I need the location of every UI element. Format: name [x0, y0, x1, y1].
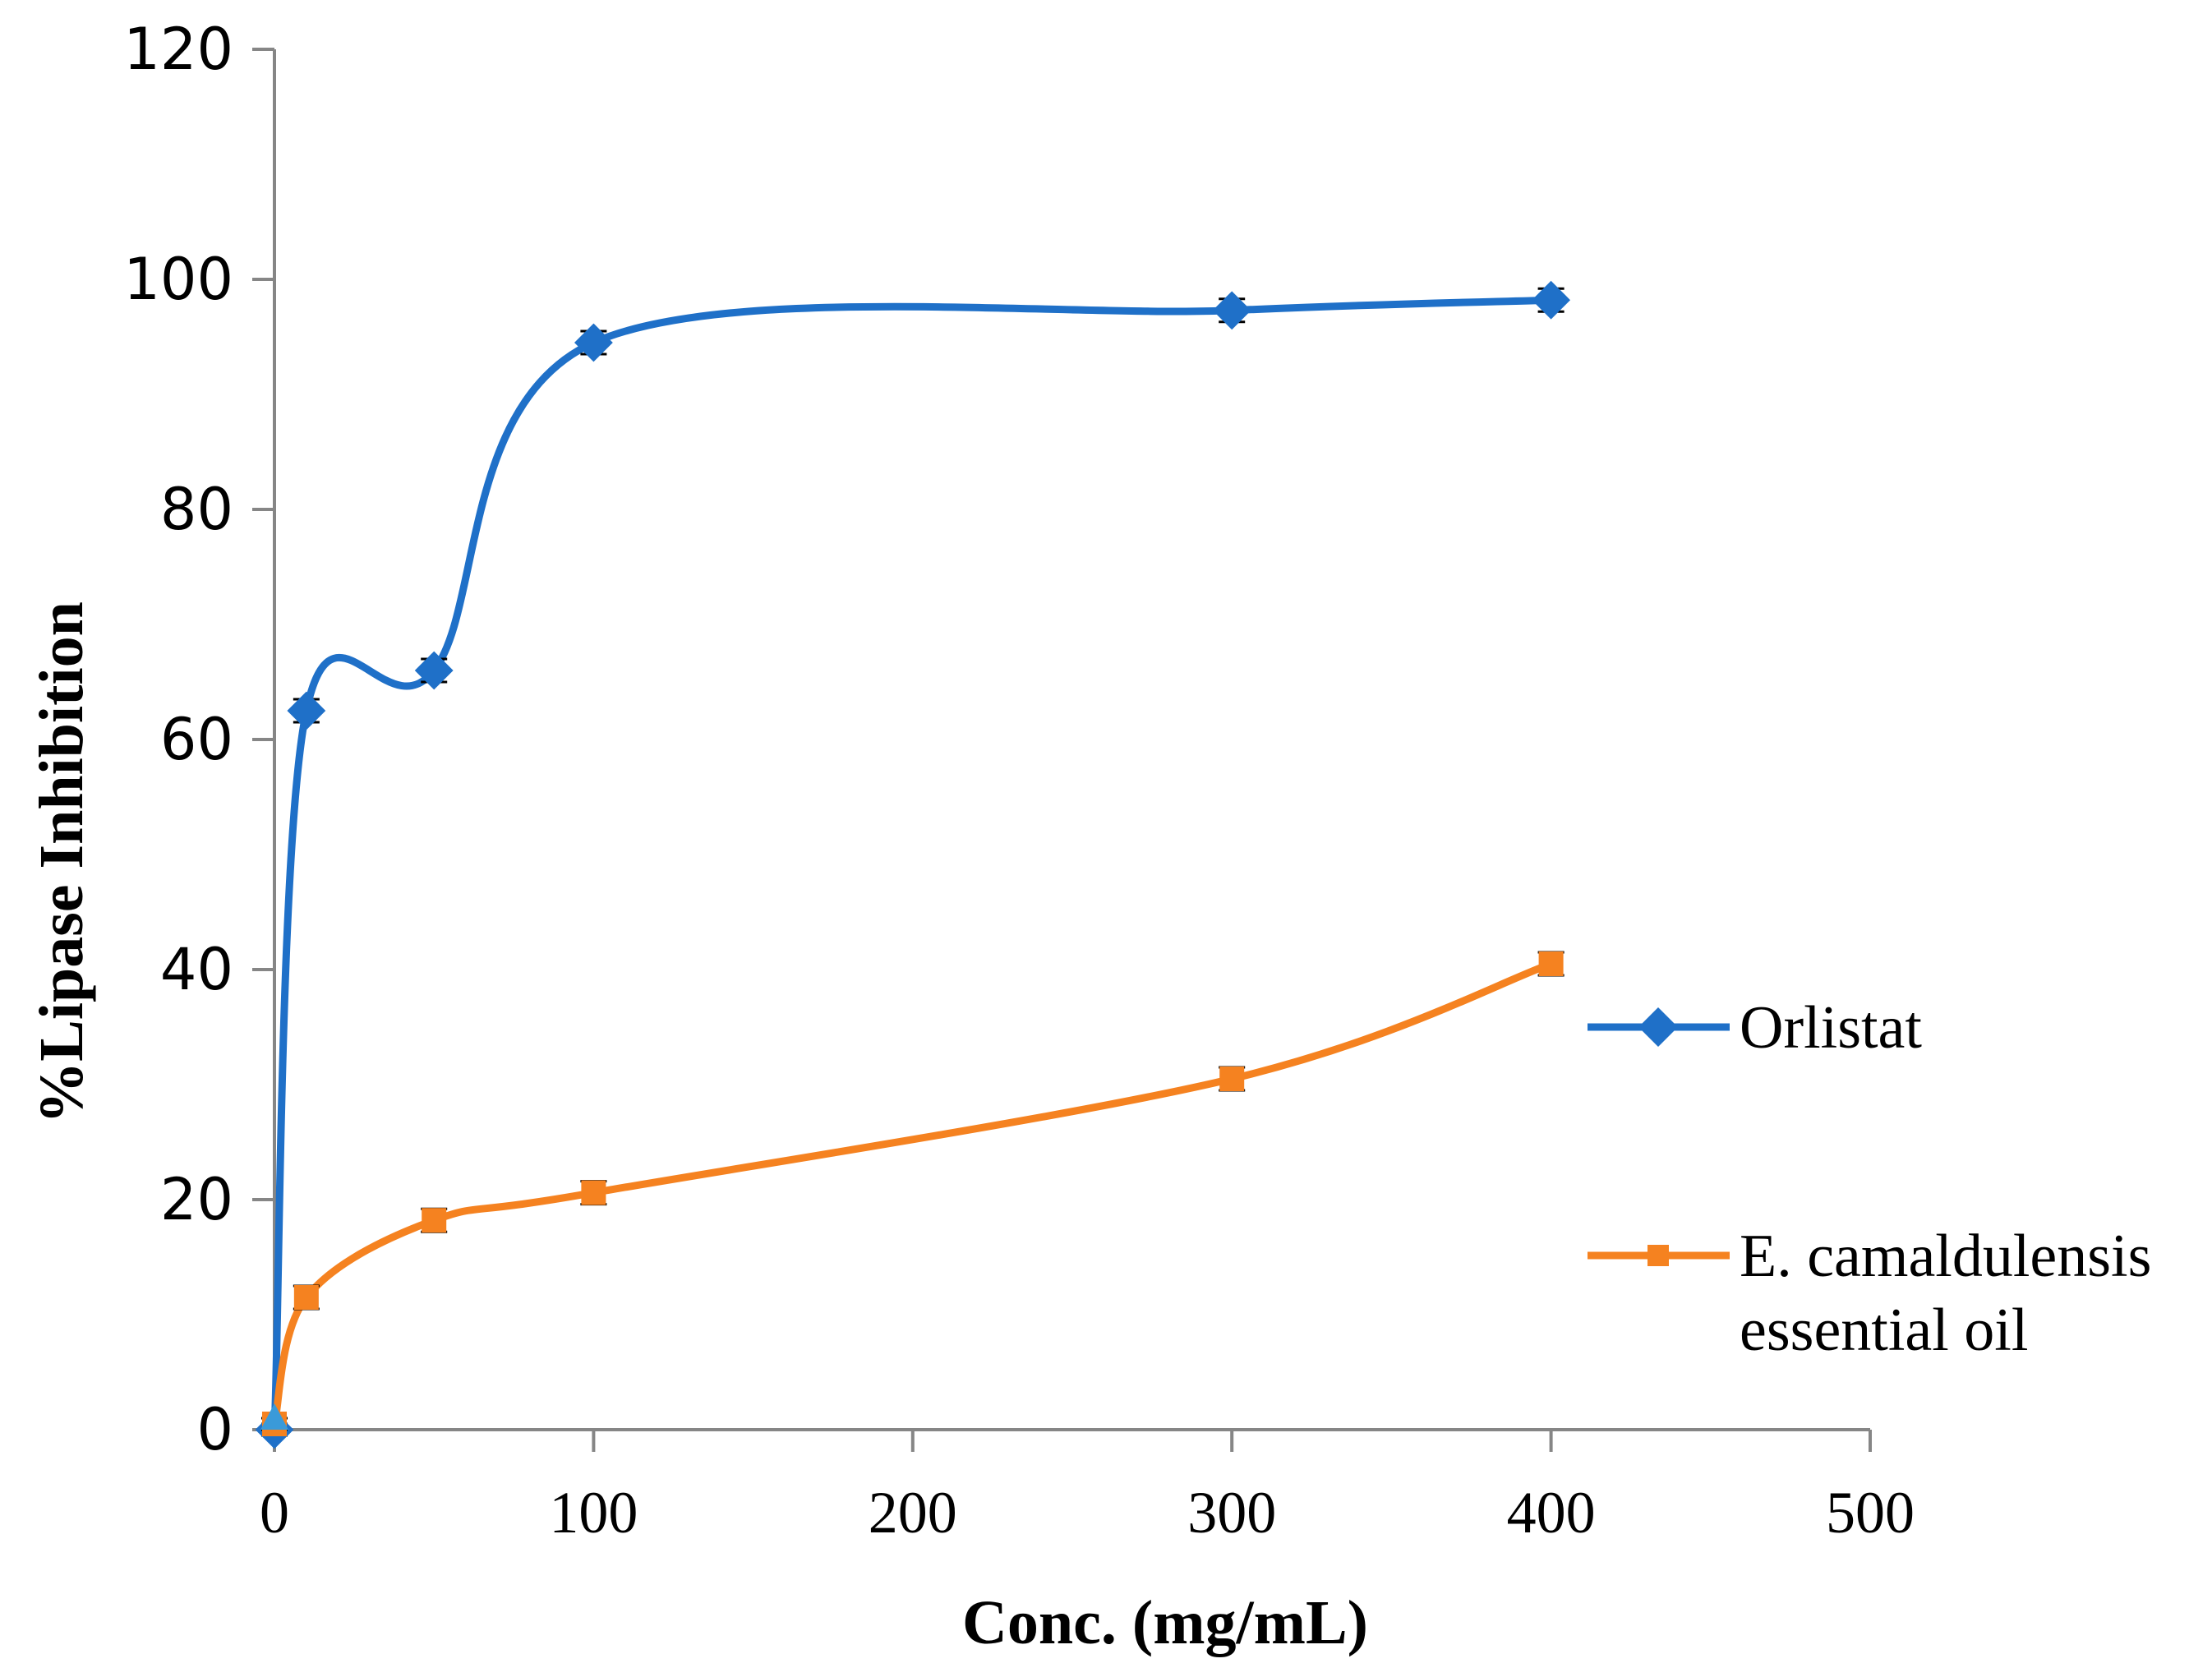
x-tick-label: 400	[1507, 1480, 1596, 1546]
x-tick-label: 0	[260, 1480, 289, 1546]
x-tick-label: 500	[1826, 1480, 1915, 1546]
x-axis-title: Conc. (mg/mL)	[962, 1588, 1368, 1657]
data-point	[287, 691, 326, 730]
y-tick-label: 40	[160, 936, 233, 1003]
y-tick-label: 100	[123, 246, 233, 313]
y-tick-label: 60	[160, 706, 233, 773]
series-e-camaldulensis	[261, 951, 1565, 1436]
x-tick-label: 300	[1187, 1480, 1276, 1546]
origin-marker	[260, 1403, 288, 1430]
y-tick-label: 80	[160, 476, 233, 543]
data-point	[414, 651, 454, 690]
series-line	[270, 960, 1555, 1428]
data-point	[574, 323, 613, 362]
data-point	[1219, 1067, 1245, 1091]
data-point	[581, 1180, 606, 1205]
data-point	[1212, 291, 1251, 330]
x-tick-label: 200	[869, 1480, 957, 1546]
data-point	[1538, 951, 1564, 976]
legend: Orlistat E. camaldulensis essential oil	[1588, 994, 2151, 1364]
data-point	[422, 1208, 447, 1233]
legend-label-orlistat: Orlistat	[1740, 994, 1922, 1062]
data-point	[1532, 280, 1571, 320]
x-tick-label: 100	[549, 1480, 638, 1546]
y-tick-label: 0	[196, 1396, 233, 1463]
legend-item-orlistat: Orlistat	[1588, 994, 1922, 1062]
legend-item-e-camaldulensis: E. camaldulensis essential oil	[1588, 1223, 2151, 1364]
legend-label-e-camaldulensis-line1: E. camaldulensis	[1740, 1223, 2151, 1290]
y-tick-label: 120	[123, 16, 233, 83]
legend-label-e-camaldulensis-line2: essential oil	[1740, 1297, 2028, 1364]
data-point	[293, 1285, 319, 1310]
y-axis-title: %Lipase Inhibition	[27, 601, 96, 1124]
legend-marker-orlistat	[1638, 1007, 1678, 1047]
axes	[252, 48, 1872, 1452]
tick-labels: 0 20 40 60 80 100 120 0 100 200 300 400 500	[123, 16, 1915, 1546]
series-layer	[255, 280, 1571, 1449]
legend-marker-e-camaldulensis	[1647, 1245, 1669, 1266]
series-line	[270, 296, 1555, 1434]
y-tick-label: 20	[160, 1166, 233, 1233]
series-orlistat	[255, 280, 1571, 1449]
